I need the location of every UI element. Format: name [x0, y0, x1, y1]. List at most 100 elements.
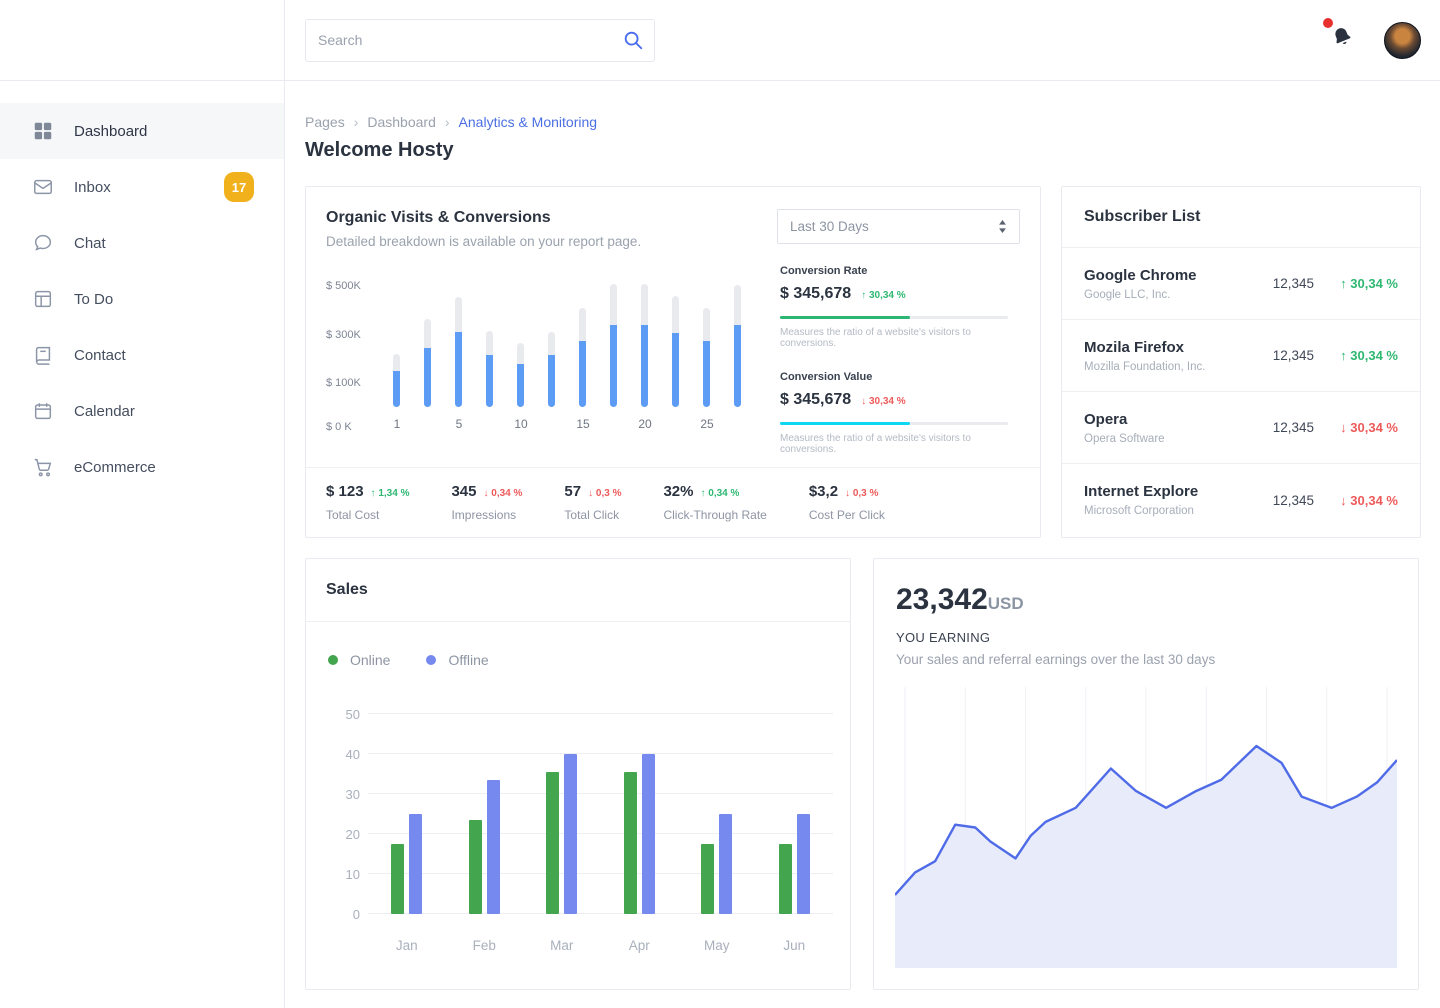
subscriber-company: Google LLC, Inc.	[1084, 288, 1171, 301]
topbar-actions	[1323, 18, 1421, 59]
breadcrumb-pages[interactable]: Pages	[305, 114, 345, 130]
search-icon[interactable]	[622, 29, 644, 51]
conversion-value-delta: ↓ 30,34 %	[861, 396, 906, 407]
breadcrumb-separator: ›	[353, 114, 359, 130]
subscriber-name: Mozila Firefox	[1084, 338, 1185, 356]
sidebar-item-contact[interactable]: Contact	[0, 327, 284, 383]
organic-x-tick: 10	[514, 417, 528, 431]
organic-y-tick: $ 0 K	[326, 421, 352, 433]
sales-y-tick: 50	[345, 707, 360, 722]
breadcrumb-analytics[interactable]: Analytics & Monitoring	[458, 114, 598, 130]
sales-bar-offline	[564, 754, 578, 914]
organic-y-tick: $ 300K	[326, 328, 361, 341]
sales-gridline	[368, 793, 833, 794]
notifications-bell-icon[interactable]	[1323, 18, 1354, 54]
conversion-value-block: Conversion Value $ 345,678 ↓ 30,34 % Mea…	[780, 371, 1008, 455]
sidebar: Dashboard Inbox 17 Chat To Do	[0, 0, 285, 1008]
sales-gridline	[368, 753, 833, 754]
sidebar-item-label: Dashboard	[74, 122, 148, 140]
period-select[interactable]: Last 30 Days	[777, 209, 1020, 244]
organic-bar	[413, 279, 443, 407]
todo-board-icon	[32, 288, 54, 310]
organic-bar	[537, 279, 567, 407]
stat-total-cost: $ 123 ↑ 1,34 % Total Cost	[326, 483, 409, 522]
organic-x-tick: 20	[638, 417, 652, 431]
sidebar-item-ecommerce[interactable]: eCommerce	[0, 439, 284, 495]
subscriber-delta: ↓ 30,34 %	[1340, 420, 1398, 435]
sidebar-item-inbox[interactable]: Inbox 17	[0, 159, 284, 215]
contact-book-icon	[32, 344, 54, 366]
subscriber-row-chrome[interactable]: Google Chrome Google LLC, Inc. 12,345 ↑ …	[1062, 248, 1420, 320]
organic-bar	[723, 279, 753, 407]
sales-gridline	[368, 913, 833, 914]
sidebar-item-calendar[interactable]: Calendar	[0, 383, 284, 439]
conversion-rate-value: $ 345,678	[780, 285, 852, 302]
subscriber-name: Opera	[1084, 410, 1128, 428]
sidebar-item-todo[interactable]: To Do	[0, 271, 284, 327]
conversion-value-value: $ 345,678	[780, 391, 852, 408]
organic-y-tick: $ 500K	[326, 280, 361, 293]
sidebar-item-label: Chat	[74, 234, 106, 252]
stat-cost-per-click: $3,2 ↓ 0,3 % Cost Per Click	[809, 483, 885, 522]
breadcrumb-dashboard[interactable]: Dashboard	[367, 114, 436, 130]
sidebar-item-label: Calendar	[74, 402, 135, 420]
organic-bar	[475, 279, 505, 407]
stat-impressions: 345 ↓ 0,34 % Impressions	[451, 483, 522, 522]
sales-y-tick: 20	[345, 827, 360, 842]
subscriber-row-opera[interactable]: Opera Opera Software 12,345 ↓ 30,34 %	[1062, 392, 1420, 464]
sales-legend: Online Offline	[306, 622, 850, 668]
organic-bar	[661, 279, 691, 407]
stat-label: Click-Through Rate	[663, 508, 767, 522]
content: Pages › Dashboard › Analytics & Monitori…	[285, 81, 1440, 990]
subscriber-row-firefox[interactable]: Mozila Firefox Mozilla Foundation, Inc. …	[1062, 320, 1420, 392]
stat-delta: ↓ 0,3 %	[845, 488, 879, 499]
sales-bar-chart: 0 10 20 30 40 50 Jan Feb Mar Apr May Jun	[346, 707, 833, 953]
sales-bar-offline	[719, 814, 733, 914]
organic-bar	[382, 279, 412, 407]
stat-delta: ↓ 0,3 %	[588, 488, 622, 499]
topbar	[285, 0, 1440, 81]
sales-x-tick: Apr	[628, 938, 650, 953]
organic-bar-chart: $ 500K $ 300K $ 100K $ 0 K 1 5 10 15 20 25	[326, 265, 774, 467]
sidebar-item-dashboard[interactable]: Dashboard	[0, 103, 284, 159]
user-avatar[interactable]	[1384, 21, 1421, 59]
legend-offline[interactable]: Offline	[426, 652, 489, 668]
conversion-value-caption: Measures the ratio of a website's visito…	[780, 433, 971, 455]
sales-x-tick: May	[703, 938, 730, 953]
sidebar-item-chat[interactable]: Chat	[0, 215, 284, 271]
subscriber-company: Microsoft Corporation	[1084, 505, 1194, 517]
organic-x-tick: 25	[700, 417, 714, 431]
conversion-rate-label: Conversion Rate	[780, 265, 868, 277]
organic-bar	[506, 279, 536, 407]
subscriber-row-ie[interactable]: Internet Explore Microsoft Corporation 1…	[1062, 464, 1420, 536]
organic-x-tick: 1	[393, 417, 401, 431]
conversion-value-progress	[780, 422, 1008, 425]
sales-bar-online	[623, 772, 637, 914]
subscriber-name: Google Chrome	[1084, 266, 1197, 284]
subscriber-count: 12,345	[1272, 420, 1314, 435]
sales-x-tick: Feb	[472, 938, 496, 953]
search-input[interactable]	[318, 32, 622, 48]
legend-label: Online	[350, 652, 391, 668]
stat-delta: ↑ 1,34 %	[370, 488, 410, 499]
legend-online-dot	[328, 655, 338, 665]
sales-y-tick: 0	[352, 907, 360, 922]
sales-y-tick: 30	[345, 787, 360, 802]
organic-bar	[444, 279, 474, 407]
subscriber-count: 12,345	[1272, 276, 1314, 291]
sales-gridline	[368, 833, 833, 834]
breadcrumb-separator: ›	[444, 114, 450, 130]
sales-y-tick: 40	[345, 747, 360, 762]
legend-online[interactable]: Online	[328, 652, 390, 668]
organic-y-tick: $ 100K	[326, 376, 361, 389]
cart-icon	[32, 456, 54, 478]
page-title: Welcome Hosty	[305, 139, 454, 161]
subscriber-count: 12,345	[1272, 492, 1314, 508]
organic-bar	[568, 279, 598, 407]
sales-bar-offline	[796, 814, 810, 914]
subscriber-count: 12,345	[1272, 348, 1314, 363]
chat-bubble-icon	[32, 232, 54, 254]
subscriber-company: Mozilla Foundation, Inc.	[1084, 360, 1206, 373]
period-select-value: Last 30 Days	[790, 219, 869, 234]
